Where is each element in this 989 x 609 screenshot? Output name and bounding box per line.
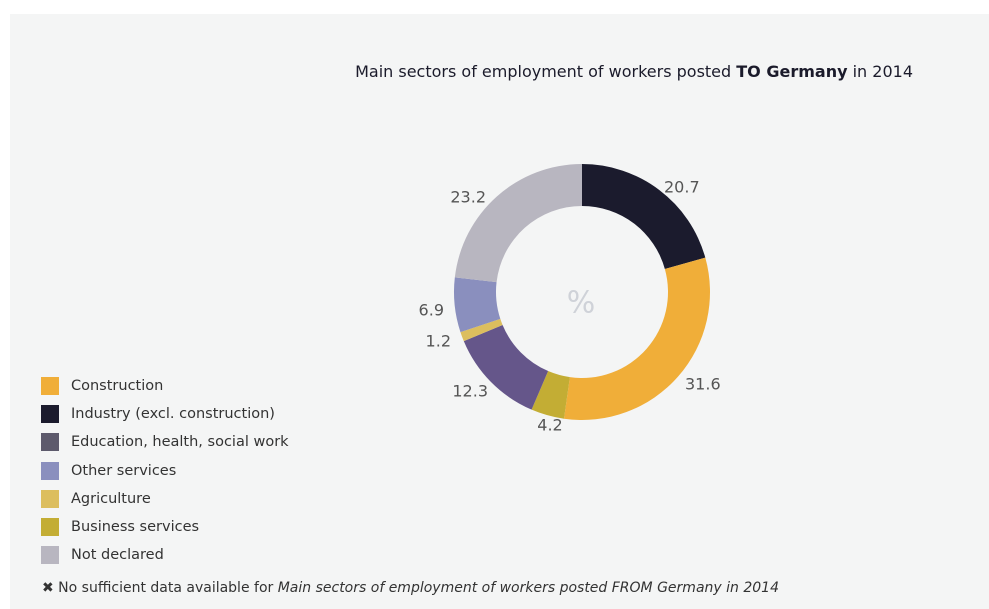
legend-label: Agriculture (71, 490, 151, 507)
slice-business-services (531, 371, 570, 419)
slice-other-services (454, 277, 501, 333)
legend-label: Education, health, social work (71, 434, 289, 451)
legend-label: Construction (71, 378, 164, 395)
center-label: % (567, 286, 596, 321)
legend-swatch (41, 461, 59, 480)
legend-swatch (41, 546, 59, 565)
legend-label: Not declared (71, 547, 164, 564)
value-label-education-health-social-work: 12.3 (452, 382, 488, 401)
slice-education-health-social-work (463, 325, 549, 410)
value-label-agriculture: 1.2 (426, 332, 451, 351)
value-label-construction: 31.6 (685, 375, 721, 394)
slice-industry-excl-construction (582, 164, 706, 269)
legend-swatch (41, 518, 59, 537)
donut-slices (454, 164, 710, 420)
title-part-1: Main sectors of employment of workers po… (355, 62, 737, 81)
legend-item-agriculture: Agriculture (41, 485, 289, 513)
value-label-not-declared: 23.2 (450, 188, 486, 207)
footnote-text: No sufficient data available for (53, 580, 278, 596)
footnote-emphasis: Main sectors of employment of workers po… (277, 580, 779, 596)
legend-label: Industry (excl. construction) (71, 406, 275, 423)
legend-item-education-health-social-work: Education, health, social work (41, 428, 289, 456)
legend-swatch (41, 489, 59, 508)
legend-item-industry-excl-construction: Industry (excl. construction) (41, 400, 289, 428)
legend-item-business-services: Business services (41, 513, 289, 541)
chart-panel (10, 14, 989, 609)
value-label-business-services: 4.2 (537, 416, 562, 435)
legend-swatch (41, 405, 59, 424)
legend-item-other-services: Other services (41, 457, 289, 485)
footnote: ✖ No sufficient data available for Main … (42, 580, 779, 596)
legend: Construction Industry (excl. construction… (41, 372, 289, 569)
title-part-3: in 2014 (847, 62, 913, 81)
legend-swatch (41, 433, 59, 452)
value-label-industry-excl-construction: 20.7 (664, 178, 700, 197)
legend-item-construction: Construction (41, 372, 289, 400)
x-icon: ✖ (42, 580, 54, 596)
legend-label: Business services (71, 519, 200, 536)
legend-swatch (41, 377, 59, 396)
value-label-other-services: 6.9 (419, 301, 444, 320)
legend-item-not-declared: Not declared (41, 541, 289, 569)
slice-not-declared (454, 164, 582, 283)
slice-agriculture (460, 318, 503, 342)
slice-construction (563, 257, 710, 420)
chart-title: Main sectors of employment of workers po… (0, 62, 913, 81)
donut-value-labels: 20.7 31.6 4.2 12.3 1.2 6.9 23.2 (419, 178, 721, 435)
legend-label: Other services (71, 462, 177, 479)
title-highlight: TO Germany (736, 62, 848, 81)
